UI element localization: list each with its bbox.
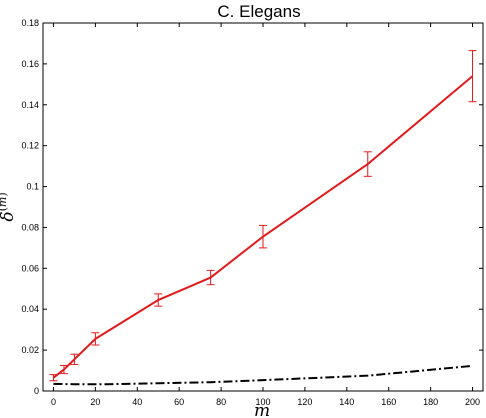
error-bar — [363, 151, 372, 177]
chart-title: C. Elegans — [217, 2, 300, 21]
y-tick-label: 0.02 — [21, 345, 39, 355]
y-axis-label-paren-close: ) — [0, 192, 9, 196]
series-2 — [53, 364, 473, 386]
error-bar — [154, 293, 163, 307]
x-tick-label: 200 — [465, 397, 480, 407]
x-tick-label: 100 — [255, 397, 270, 407]
y-axis-label: δ(m) — [0, 192, 18, 221]
svg-text:δ(m): δ(m) — [0, 192, 18, 221]
x-tick-label: 160 — [381, 397, 396, 407]
y-axis-ticks: 0 0.02 0.04 0.06 0.08 0.1 0.12 0.14 0.16 0.18 — [21, 18, 483, 396]
x-tick-label: 0 — [51, 397, 56, 407]
x-tick-label: 140 — [339, 397, 354, 407]
y-tick-label: 0.08 — [21, 222, 39, 232]
x-axis-label: m — [254, 401, 270, 418]
y-tick-label: 0.14 — [21, 100, 39, 110]
error-bar — [91, 332, 100, 346]
series-layer — [49, 50, 477, 386]
y-tick-label: 0.16 — [21, 59, 39, 69]
y-tick-label: 0 — [34, 386, 39, 396]
y-tick-label: 0.18 — [21, 18, 39, 28]
y-tick-label: 0.12 — [21, 141, 39, 151]
x-tick-label: 180 — [423, 397, 438, 407]
error-bar — [468, 50, 477, 103]
error-bar — [259, 224, 267, 249]
series-1 — [49, 50, 477, 382]
x-tick-label: 60 — [174, 397, 184, 407]
y-tick-label: 0.06 — [21, 263, 39, 273]
x-tick-label: 20 — [90, 397, 100, 407]
y-axis-label-paren-open: ( — [0, 207, 9, 211]
error-bar — [59, 364, 68, 375]
x-tick-label: 40 — [132, 397, 142, 407]
y-tick-label: 0.04 — [21, 304, 39, 314]
error-bar — [206, 269, 215, 286]
x-axis-ticks: 0 20 40 60 80 100 120 140 160 180 200 — [51, 23, 480, 407]
error-bar — [49, 374, 58, 382]
error-bar — [70, 353, 79, 365]
x-tick-label: 80 — [216, 397, 226, 407]
series-2-line — [53, 364, 473, 386]
y-axis-label-base: δ — [0, 211, 18, 221]
y-axis-label-superscript: m — [0, 197, 9, 207]
y-tick-label: 0.1 — [26, 182, 39, 192]
x-tick-label: 120 — [297, 397, 312, 407]
plot-area: 0 20 40 60 80 100 120 140 160 180 200 0 0.02 0.04 0.0… — [21, 18, 484, 407]
